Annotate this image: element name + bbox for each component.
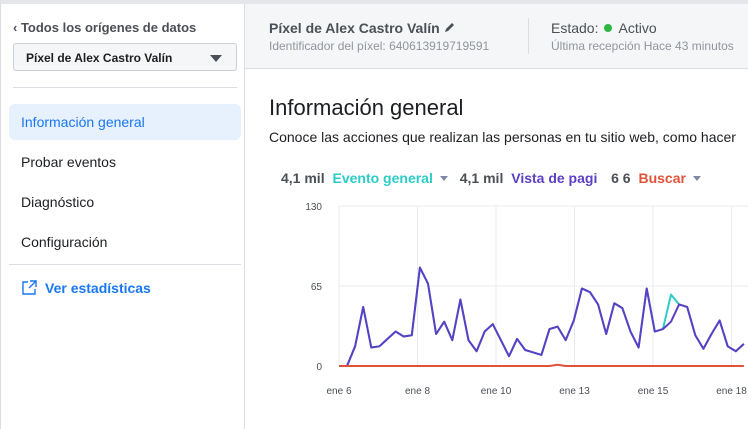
divider (528, 18, 529, 54)
sidebar-item-diagnostico[interactable]: Diagnóstico (21, 194, 95, 210)
y-tick-label: 0 (316, 362, 322, 373)
series-line-evento-general (346, 266, 745, 367)
sidebar-item-informacion-general[interactable]: Información general (9, 104, 241, 140)
y-tick-label: 65 (311, 282, 323, 293)
status-value: Activo (618, 20, 657, 36)
pixel-header: Píxel de Alex Castro Valín Identificador… (245, 4, 748, 69)
pixel-selector[interactable]: Píxel de Alex Castro Valín (13, 43, 237, 71)
sidebar-item-configuracion[interactable]: Configuración (21, 234, 108, 250)
status-label: Estado: (551, 20, 599, 36)
line-chart: 0 65 130 ene 6 ene 8 ene 10 ene 13 ene 15 ene 18 (305, 202, 748, 397)
pixel-selector-value: Píxel de Alex Castro Valín (26, 51, 173, 65)
last-received: Última recepción Hace 43 minutos (551, 39, 734, 53)
x-tick-label: ene 10 (481, 386, 512, 397)
external-link-icon (22, 280, 37, 295)
x-tick-label: ene 18 (716, 386, 747, 397)
legend-count: 6 6 (611, 170, 631, 186)
x-tick-label: ene 13 (559, 386, 590, 397)
dropdown-icon[interactable] (439, 176, 448, 181)
top-bar (0, 0, 748, 4)
x-tick-label: ene 6 (326, 386, 351, 397)
back-link[interactable]: ‹ Todos los orígenes de datos (13, 20, 196, 35)
legend-buscar[interactable]: Buscar (638, 170, 686, 186)
page-title: Información general (269, 95, 464, 120)
legend-vista-pagina[interactable]: Vista de pagi (511, 170, 598, 186)
legend-count: 4,1 mil (459, 170, 504, 186)
status-dot-icon (604, 24, 613, 32)
stats-label: Ver estadísticas (45, 280, 151, 296)
sidebar: ‹ Todos los orígenes de datos Píxel de A… (0, 4, 245, 429)
pencil-icon[interactable] (444, 21, 456, 33)
pixel-name-text: Píxel de Alex Castro Valín (269, 20, 440, 36)
status: Estado: Activo (551, 20, 657, 36)
y-tick-label: 130 (305, 202, 322, 213)
caret-down-icon (210, 55, 222, 62)
chart-legend: 4,1 mil Evento general 4,1 mil Vista de … (281, 170, 709, 186)
x-tick-label: ene 15 (638, 386, 669, 397)
x-tick-label: ene 8 (405, 386, 430, 397)
divider (9, 264, 241, 265)
series-line-vista-de-pagi (346, 266, 745, 367)
series-line-buscar (347, 363, 744, 367)
dropdown-icon[interactable] (692, 176, 701, 181)
legend-count: 4,1 mil (281, 170, 325, 186)
divider (13, 87, 237, 88)
pixel-id: Identificador del píxel: 640613919719591 (269, 39, 490, 53)
chevron-left-icon: ‹ (13, 20, 21, 35)
legend-evento-general[interactable]: Evento general (332, 170, 433, 186)
pixel-name: Píxel de Alex Castro Valín (269, 20, 456, 36)
page-description: Conoce las acciones que realizan las per… (269, 129, 736, 145)
back-label: Todos los orígenes de datos (20, 20, 197, 35)
sidebar-item-probar-eventos[interactable]: Probar eventos (21, 154, 116, 170)
ver-estadisticas-link[interactable]: Ver estadísticas (21, 280, 151, 296)
